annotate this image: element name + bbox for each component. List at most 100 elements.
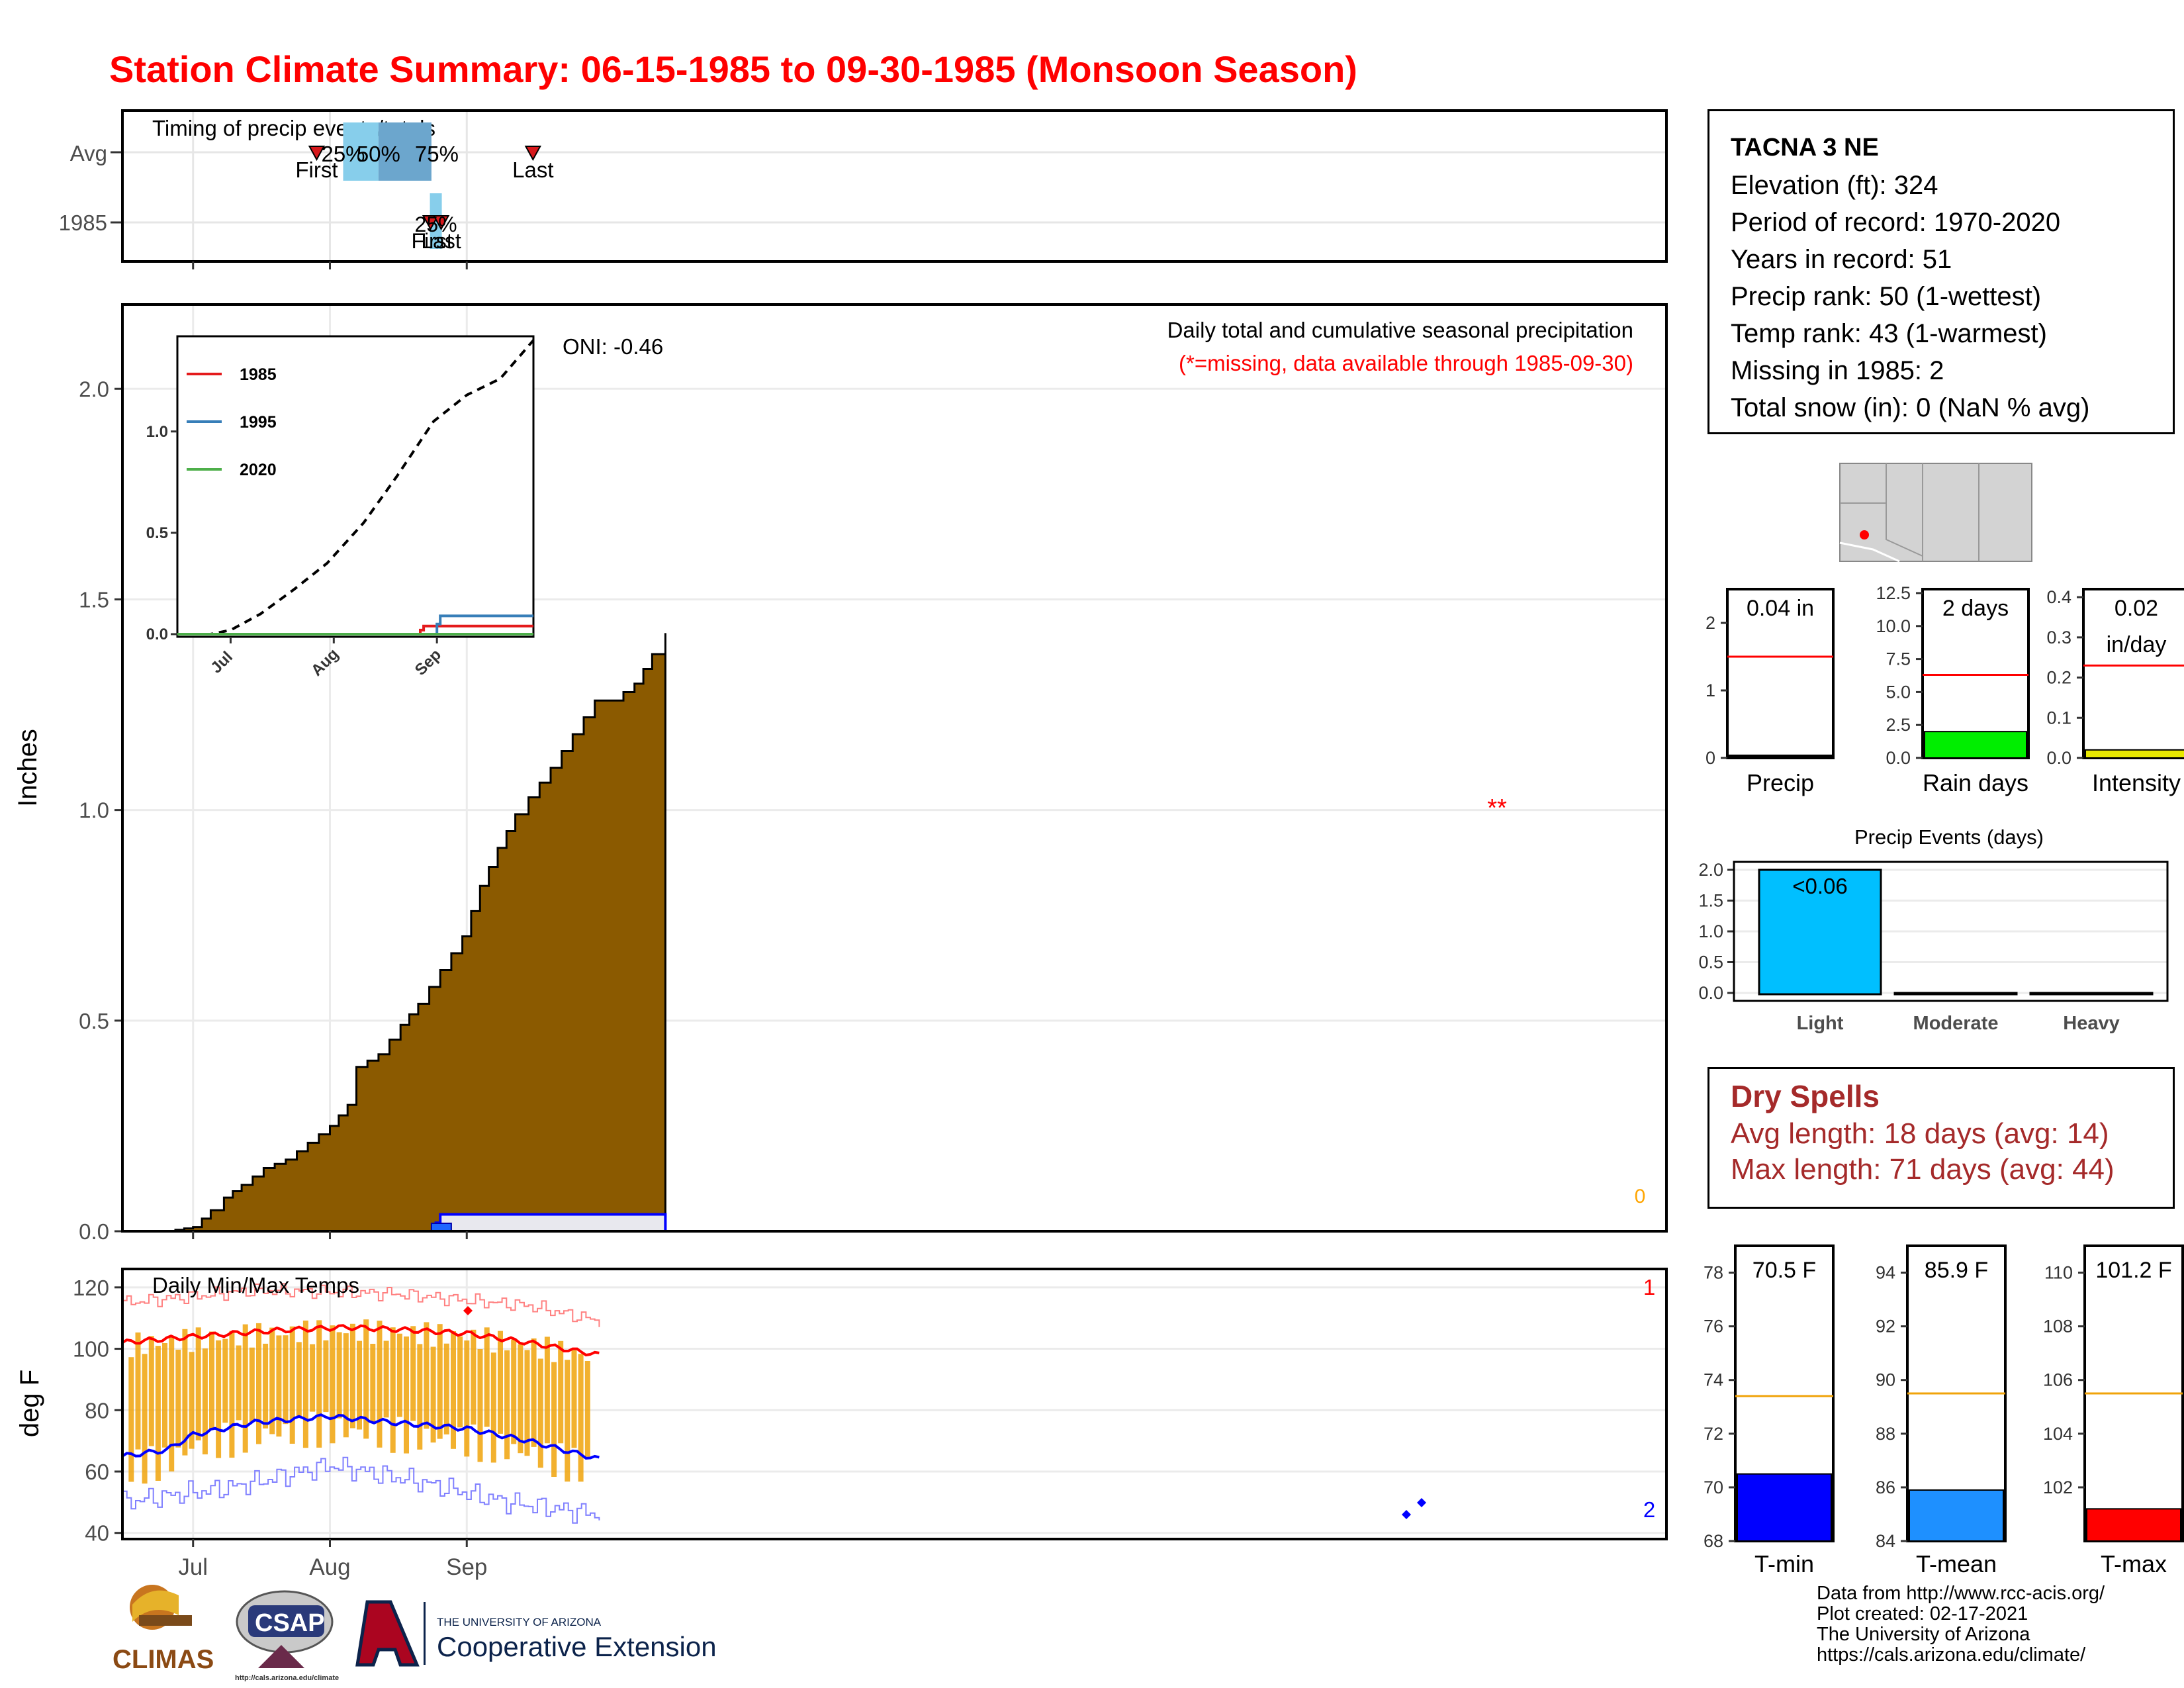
- temp-record-low-marker: [1402, 1510, 1411, 1519]
- temp-summary-t-min: 68 70 72 74 76 78 70.5 F T-min: [1704, 1244, 1835, 1577]
- temp-daily-range-bar: [276, 1335, 282, 1437]
- temp-daily-range-bar: [269, 1327, 275, 1434]
- temp-daily-range-bar: [477, 1349, 483, 1462]
- mini-chart-y-tick-label: 0.2: [2046, 668, 2071, 688]
- temp-daily-range-bar: [302, 1320, 308, 1448]
- temp-daily-range-bar: [316, 1320, 322, 1448]
- temp-daily-range-bar: [390, 1327, 396, 1453]
- timing-avg-last-label: Last: [512, 158, 553, 182]
- timing-row-label-1985: 1985: [59, 211, 107, 235]
- mini-chart-frame: [1921, 588, 2030, 759]
- events-y-tick-label: 1.0: [1698, 921, 1723, 941]
- dry-spells-avg: Avg length: 18 days (avg: 14): [1731, 1117, 2109, 1150]
- timing-1985-last-marker: [432, 215, 450, 231]
- temp-summary-y-tick-label: 92: [1876, 1317, 1895, 1336]
- precip-oni-label: ONI: -0.46: [563, 334, 663, 359]
- map-state-borders: [1840, 463, 1979, 561]
- temp-record-low-line: [122, 1456, 600, 1524]
- temp-daily-range-bar: [242, 1324, 248, 1453]
- temp-summary-y-tick-label: 106: [2043, 1370, 2073, 1390]
- temp-daily-range-bar: [283, 1335, 289, 1425]
- timing-avg-q25-q50-bar: [343, 122, 379, 181]
- station-period: Period of record: 1970-2020: [1731, 208, 2061, 237]
- events-y-tick-label: 1.5: [1698, 891, 1723, 911]
- temp-daily-range-bar: [229, 1331, 235, 1458]
- mini-chart-y-tick-label: 0.1: [2046, 708, 2071, 727]
- temp-summary-y-tick-label: 88: [1876, 1424, 1895, 1444]
- events-bar-moderate: [1893, 992, 2018, 996]
- temp-daily-range-bar: [404, 1336, 409, 1454]
- temp-daily-range-bar: [336, 1332, 342, 1419]
- temp-daily-range-bar: [343, 1333, 349, 1438]
- temp-panel-border: [121, 1268, 1668, 1540]
- temp-daily-range-bar: [148, 1336, 154, 1446]
- mini-chart-axis-label: Precip: [1747, 769, 1814, 796]
- temp-daily-range-bar: [471, 1329, 477, 1425]
- temp-daily-range-bar: [484, 1327, 490, 1427]
- climas-logo: CLIMAS: [113, 1585, 214, 1674]
- mini-chart-y-tick-label: 1: [1706, 680, 1715, 700]
- timing-avg-first-marker: [308, 146, 326, 162]
- temp-daily-range-bar: [565, 1360, 570, 1482]
- temp-daily-range-bar: [544, 1336, 550, 1444]
- temp-daily-range-bar: [537, 1358, 543, 1468]
- credits: Data from http://www.rcc-acis.org/ Plot …: [1817, 1583, 2105, 1665]
- temp-daily-range-bar: [558, 1340, 564, 1444]
- mini-chart-value-label: 0.04 in: [1747, 596, 1814, 621]
- credit-university: The University of Arizona: [1817, 1624, 2030, 1645]
- mini-chart-y-tick-label: 0.0: [1886, 748, 1911, 768]
- dry-spells-panel: Dry Spells Avg length: 18 days (avg: 14)…: [1707, 1067, 2175, 1209]
- temp-summary-axis-label: T-min: [1754, 1550, 1814, 1577]
- mini-chart-precip: 0 1 2 0.04 in Precip: [1706, 588, 1835, 796]
- temp-daily-range-bar: [249, 1347, 255, 1423]
- csap-text: CSAP: [255, 1609, 325, 1637]
- logos: CLIMAS CSAP http://cals.arizona.edu/clim…: [113, 1585, 717, 1681]
- temp-daily-range-bar: [236, 1345, 242, 1421]
- temp-summary-value-label: 70.5 F: [1752, 1258, 1816, 1283]
- temp-summary-value-label: 85.9 F: [1925, 1258, 1988, 1283]
- timing-panel-border: [121, 109, 1668, 263]
- temp-daily-range-bar: [323, 1340, 329, 1413]
- temp-daily-range-bar: [511, 1339, 517, 1444]
- mini-chart-y-tick-label: 7.5: [1886, 649, 1911, 669]
- events-x-label-moderate: Moderate: [1913, 1013, 1999, 1034]
- precip-missing-markers: **: [1487, 794, 1507, 822]
- precip-y-tick-label: 1.5: [79, 587, 109, 612]
- map-coastline: [1839, 541, 1900, 563]
- mini-chart-value-label: 0.02: [2115, 596, 2158, 621]
- temp-daily-range-bar: [571, 1350, 577, 1448]
- ua-big-text: Cooperative Extension: [437, 1631, 717, 1662]
- station-years: Years in record: 51: [1731, 245, 1952, 274]
- temp-x-tick-label: Sep: [446, 1554, 487, 1580]
- location-map: [1839, 463, 2032, 562]
- temp-daily-range-bar: [430, 1346, 436, 1443]
- temp-daily-range-bar: [578, 1354, 584, 1482]
- credit-url: https://cals.arizona.edu/climate/: [1817, 1644, 2086, 1665]
- timing-1985-bar: [430, 193, 442, 249]
- timing-1985-pct-label: 25%: [415, 212, 457, 236]
- precip-1985-total-label: 0: [1635, 1186, 1646, 1207]
- station-elevation: Elevation (ft): 324: [1731, 171, 1938, 200]
- precip-y-axis-label: Inches: [13, 729, 42, 807]
- station-info-panel: TACNA 3 NE Elevation (ft): 324 Period of…: [1707, 109, 2175, 434]
- temp-daily-range-bar: [289, 1326, 295, 1444]
- temp-daily-range-bar: [202, 1348, 208, 1455]
- temp-avg-max-line: [121, 1324, 600, 1357]
- dry-spells-max: Max length: 71 days (avg: 44): [1731, 1153, 2115, 1186]
- temp-daily-range-bar: [370, 1344, 376, 1423]
- temp-daily-range-bar: [209, 1331, 214, 1430]
- temp-daily-range-bar: [383, 1340, 389, 1418]
- temp-daily-range-bar: [464, 1340, 470, 1457]
- temp-daily-range-bar: [296, 1342, 302, 1416]
- station-name: TACNA 3 NE: [1731, 134, 1879, 162]
- inset-legend-label-1995: 1995: [240, 413, 277, 432]
- temp-y-tick-label: 40: [85, 1521, 109, 1546]
- temp-daily-range-bar: [169, 1336, 175, 1472]
- mini-chart-frame: [1726, 588, 1835, 759]
- temp-y-tick-label: 120: [73, 1276, 109, 1300]
- mini-chart-rain-days: 0.0 2.5 5.0 7.5 10.0 12.5 2 days Rain days: [1876, 583, 2030, 796]
- temp-x-tick-label: Jul: [178, 1554, 208, 1580]
- timing-row-label-avg: Avg: [70, 141, 107, 165]
- temp-daily-range-bar: [135, 1332, 141, 1450]
- inset-y-tick-label: 1.0: [146, 423, 168, 441]
